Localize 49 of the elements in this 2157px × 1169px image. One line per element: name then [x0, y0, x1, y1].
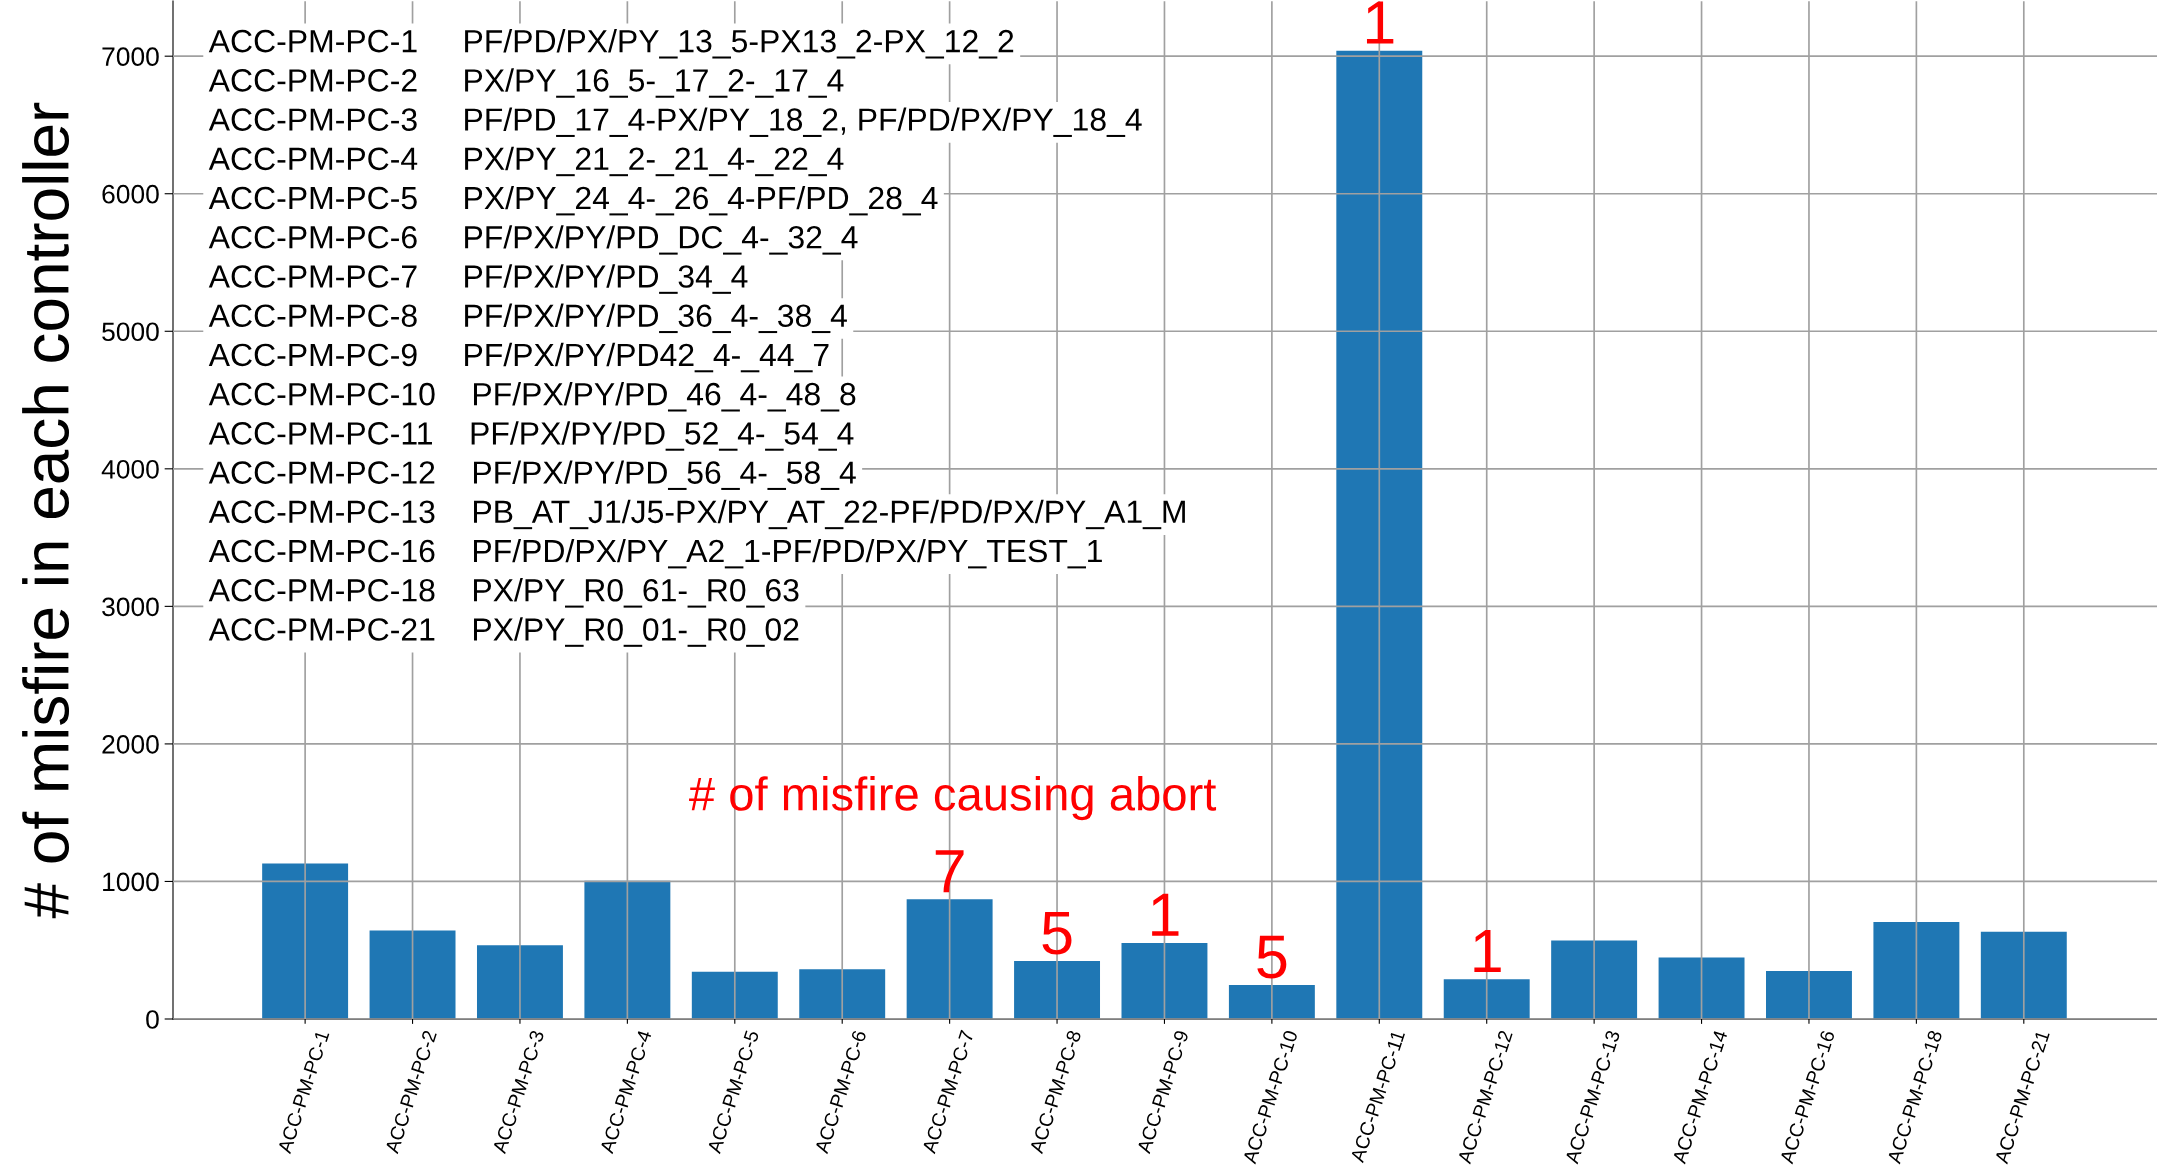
bar	[1228, 985, 1315, 1019]
bar	[1980, 931, 2067, 1019]
annotation: ACC-PM-PC-18 PX/PY_R0_61-_R0_63	[208, 578, 799, 608]
annotation: 1	[1474, 930, 1501, 973]
y-tick-label: 3000	[102, 597, 159, 617]
y-tick-label: 4000	[101, 459, 159, 479]
annotation: ACC-PM-PC-16 PF/PD/PX/PY_A2_1-PF/PD/PX/PY_TEST_1	[208, 538, 1102, 569]
annotation: ACC-PM-PC-8 PF/PX/PY/PD_36_4-_38_4	[208, 303, 847, 334]
annotation: ACC-PM-PC-9 PF/PX/PY/PD42_4-_44_7	[208, 342, 829, 373]
bar	[262, 863, 349, 1019]
annotation: 5	[1042, 911, 1072, 955]
bar	[1766, 971, 1852, 1019]
bar	[1658, 957, 1745, 1019]
bar	[1443, 979, 1530, 1019]
y-tick-label: 7000	[102, 47, 159, 67]
annotation: 1	[1152, 893, 1179, 936]
y-tick-label: 6000	[102, 184, 159, 204]
bar	[1336, 50, 1423, 1019]
bar	[1121, 942, 1208, 1019]
bar	[369, 930, 456, 1019]
annotation: ACC-PM-PC-1 PF/PD/PX/PY_13_5-PX13_2-PX_12_2	[208, 29, 1014, 59]
bar	[906, 899, 993, 1019]
bar	[476, 945, 563, 1019]
annotation: ACC-PM-PC-10 PF/PX/PY/PD_46_4-_48_8	[208, 382, 856, 412]
annotation: ACC-PM-PC-7 PF/PX/PY/PD_34_4	[208, 264, 748, 294]
bar	[1551, 940, 1638, 1019]
bar	[1014, 961, 1101, 1019]
bar	[691, 971, 778, 1019]
annotation: ACC-PM-PC-3 PF/PD_17_4-PX/PY_18_2, PF/PD/PX/PY_18_4	[208, 107, 1142, 137]
annotation: ACC-PM-PC-4 PX/PY_21_2-_21_4-_22_4	[208, 146, 844, 177]
y-axis-title: # of misfire in each controller	[22, 102, 70, 919]
annotation: ACC-PM-PC-5 PX/PY_24_4-_26_4-PF/PD_28_4	[208, 185, 938, 216]
annotation: ACC-PM-PC-12 PF/PX/PY/PD_56_4-_58_4	[208, 460, 856, 490]
annotation: 5	[1257, 935, 1287, 979]
y-tick-label: 0	[146, 1010, 159, 1029]
y-tick-label: 1000	[103, 872, 159, 892]
bar	[1873, 921, 1960, 1019]
bar	[584, 880, 671, 1019]
annotation: ACC-PM-PC-13 PB_AT_J1/J5-PX/PY_AT_22-PF/PD/PX/PY_A1_M	[208, 499, 1185, 530]
bar	[799, 969, 886, 1019]
y-tick-label: 5000	[102, 322, 159, 342]
annotation: ACC-PM-PC-11 PF/PX/PY/PD_52_4-_54_4	[208, 421, 854, 451]
y-tick-label: 2000	[102, 735, 159, 754]
annotation: ACC-PM-PC-21 PX/PY_R0_01-_R0_02	[208, 617, 799, 647]
annotation: # of misfire causing abort	[689, 776, 1217, 821]
annotation: ACC-PM-PC-2 PX/PY_16_5-_17_2-_17_4	[208, 68, 844, 98]
annotation: ACC-PM-PC-6 PF/PX/PY/PD_DC_4-_32_4	[208, 225, 858, 255]
annotation: 7	[935, 850, 964, 893]
annotation: 1	[1366, 1, 1394, 44]
